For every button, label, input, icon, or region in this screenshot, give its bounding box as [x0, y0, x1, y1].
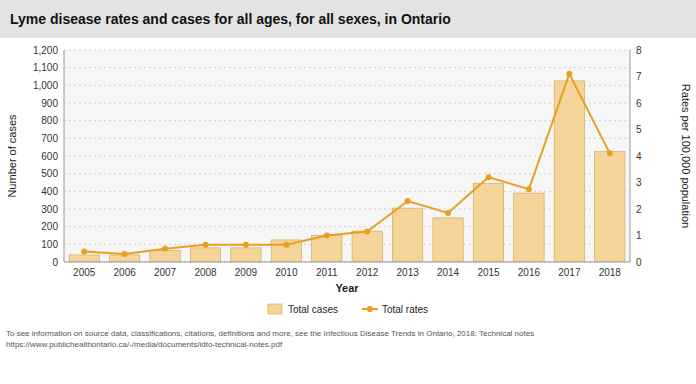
- bar: [473, 183, 503, 262]
- grid-line: [64, 244, 630, 245]
- y2-tick-label: 6: [636, 98, 642, 109]
- bar: [433, 218, 463, 262]
- y2-tick-label: 1: [636, 230, 642, 241]
- legend: Total cases Total rates: [268, 304, 428, 315]
- line-marker: [405, 198, 411, 204]
- grid-line: [64, 85, 630, 86]
- line-marker: [122, 251, 128, 257]
- legend-label: Total rates: [382, 304, 428, 315]
- line-marker: [81, 248, 87, 254]
- y2-tick-label: 0: [636, 257, 642, 268]
- y2-axis-label: Rates per 100,000 population: [680, 84, 692, 228]
- y2-tick-label: 7: [636, 71, 642, 82]
- y2-axis-line: [630, 50, 631, 262]
- chart: Lyme disease rates and cases for all age…: [0, 0, 696, 384]
- legend-label: Total cases: [288, 304, 338, 315]
- x-tick-label: 2012: [356, 267, 379, 278]
- bar: [352, 231, 382, 262]
- y-tick-label: 500: [41, 168, 58, 179]
- legend-swatch: [268, 304, 282, 314]
- x-axis-line: [64, 262, 630, 263]
- y-tick-label: 700: [41, 133, 58, 144]
- grid-line: [64, 138, 630, 139]
- line-marker: [607, 150, 613, 156]
- y2-tick-label: 8: [636, 45, 642, 56]
- line-marker: [162, 246, 168, 252]
- grid-line: [64, 67, 630, 68]
- title-banner: [0, 0, 696, 38]
- grid-line: [64, 226, 630, 227]
- line-marker: [203, 242, 209, 248]
- x-tick-label: 2018: [599, 267, 622, 278]
- footnote: https://www.publichealthontario.ca/-/med…: [6, 340, 283, 349]
- line-marker: [566, 71, 572, 77]
- y2-tick-label: 3: [636, 177, 642, 188]
- y-tick-label: 100: [41, 239, 58, 250]
- y-tick-label: 200: [41, 221, 58, 232]
- line-marker: [324, 233, 330, 239]
- x-tick-label: 2007: [154, 267, 177, 278]
- line-marker: [283, 242, 289, 248]
- line-marker: [486, 174, 492, 180]
- y-axis-line: [64, 50, 65, 262]
- x-tick-label: 2005: [73, 267, 96, 278]
- grid-line: [64, 173, 630, 174]
- y-tick-label: 400: [41, 186, 58, 197]
- y-tick-label: 800: [41, 115, 58, 126]
- grid-line: [64, 262, 630, 263]
- bar: [554, 81, 584, 262]
- bar: [514, 193, 544, 262]
- grid-line: [64, 191, 630, 192]
- y-tick-label: 1,000: [33, 80, 58, 91]
- y-tick-label: 900: [41, 98, 58, 109]
- x-axis-label: Year: [335, 282, 359, 294]
- grid-line: [64, 156, 630, 157]
- x-tick-label: 2017: [558, 267, 581, 278]
- x-tick-label: 2008: [194, 267, 217, 278]
- y-axis-label: Number of cases: [6, 114, 18, 198]
- footnote: To see information on source data, class…: [6, 329, 534, 338]
- y-tick-label: 600: [41, 151, 58, 162]
- x-tick-label: 2006: [114, 267, 137, 278]
- plot-background: [64, 50, 630, 262]
- bar: [312, 236, 342, 263]
- line-marker: [526, 186, 532, 192]
- x-tick-label: 2014: [437, 267, 460, 278]
- bar: [190, 248, 220, 262]
- y-tick-label: 1,200: [33, 45, 58, 56]
- y2-tick-label: 2: [636, 204, 642, 215]
- grid-line: [64, 209, 630, 210]
- y2-tick-label: 5: [636, 124, 642, 135]
- x-tick-label: 2009: [235, 267, 258, 278]
- bar: [150, 251, 180, 262]
- x-tick-label: 2015: [477, 267, 500, 278]
- grid-line: [64, 50, 630, 51]
- y-tick-label: 300: [41, 204, 58, 215]
- y-tick-label: 1,100: [33, 62, 58, 73]
- bar: [392, 208, 422, 262]
- x-tick-label: 2013: [397, 267, 420, 278]
- y2-tick-label: 4: [636, 151, 642, 162]
- data-layer: [69, 71, 625, 262]
- x-tick-label: 2011: [316, 267, 338, 278]
- bar: [69, 255, 99, 262]
- x-tick-label: 2010: [275, 267, 298, 278]
- line-marker: [445, 210, 451, 216]
- title: Lyme disease rates and cases for all age…: [10, 11, 451, 27]
- grid-line: [64, 103, 630, 104]
- legend-marker: [367, 306, 373, 312]
- line: [84, 74, 610, 254]
- bar: [231, 248, 261, 262]
- grid-line: [64, 120, 630, 121]
- x-tick-label: 2016: [518, 267, 541, 278]
- line-marker: [243, 242, 249, 248]
- line-marker: [364, 229, 370, 235]
- y-tick-label: 0: [52, 257, 58, 268]
- bar: [595, 152, 625, 262]
